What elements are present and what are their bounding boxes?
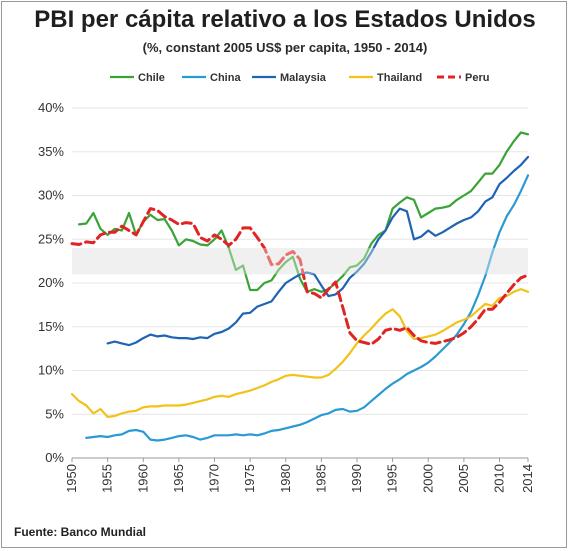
x-tick-label: 1975	[242, 464, 257, 493]
x-tick-label: 1950	[64, 464, 79, 493]
x-tick-label: 1960	[135, 464, 150, 493]
series-line-thailand	[70, 288, 530, 418]
highlight-band-overlay	[72, 248, 528, 275]
y-tick-label: 15%	[38, 319, 64, 334]
chart-source: Fuente: Banco Mundial	[14, 525, 146, 539]
x-tick-label: 1990	[349, 464, 364, 493]
y-tick-label: 10%	[38, 363, 64, 378]
y-tick-label: 20%	[38, 275, 64, 290]
x-tick-label: 2010	[492, 464, 507, 493]
series-line-china	[85, 174, 530, 442]
chart-title: PBI per cápita relativo a los Estados Un…	[34, 6, 536, 33]
y-tick-label: 40%	[38, 100, 64, 115]
x-tick-label: 1995	[385, 464, 400, 493]
x-tick-label: 1980	[278, 464, 293, 493]
x-tick-label: 1955	[100, 464, 115, 493]
legend-label-peru: Peru	[465, 72, 489, 84]
series-line-chile	[78, 131, 530, 293]
x-tick-label: 1965	[171, 464, 186, 493]
legend-label-china: China	[210, 72, 241, 84]
legend-label-chile: Chile	[138, 72, 165, 84]
x-tick-label: 2005	[456, 464, 471, 493]
y-tick-label: 5%	[45, 406, 64, 421]
y-tick-label: 35%	[38, 144, 64, 159]
x-tick-label: 2000	[420, 464, 435, 493]
series-line-peru	[70, 207, 530, 346]
series-line-malaysia	[106, 155, 530, 347]
y-tick-label: 30%	[38, 188, 64, 203]
x-tick-label: 1985	[313, 464, 328, 493]
y-tick-label: 0%	[45, 450, 64, 465]
legend-label-thailand: Thailand	[377, 72, 422, 84]
legend-label-malaysia: Malaysia	[280, 72, 327, 84]
y-tick-label: 25%	[38, 231, 64, 246]
x-tick-label: 2014	[520, 464, 535, 493]
x-tick-label: 1970	[207, 464, 222, 493]
chart-subtitle: (%, constant 2005 US$ per capita, 1950 -…	[142, 40, 428, 55]
